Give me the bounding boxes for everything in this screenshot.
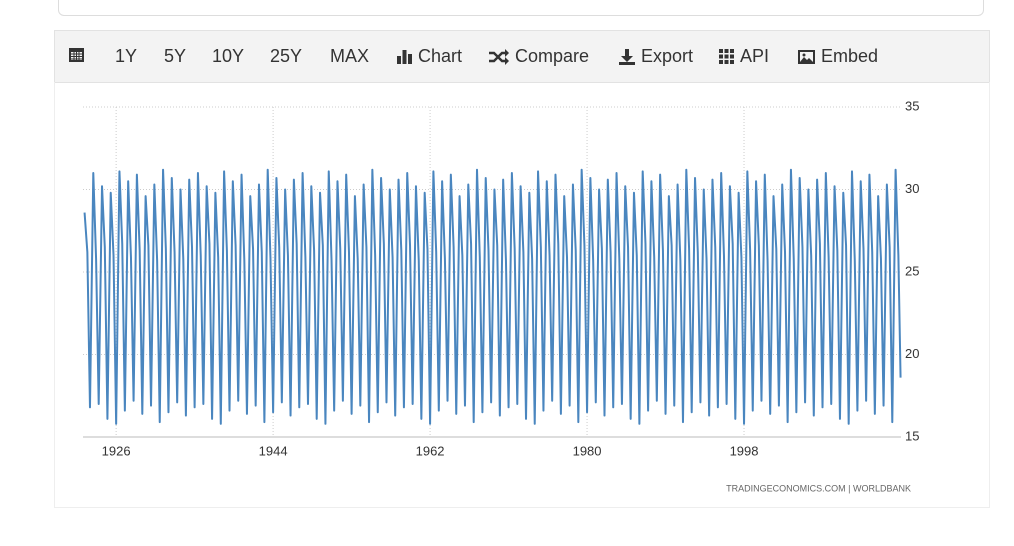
- range-button[interactable]: 1Y: [115, 46, 138, 66]
- chart-button[interactable]: Chart: [396, 46, 462, 67]
- chart-panel: TRADINGECONOMICS.COM | WORLDBANK 15 20 25 3…: [54, 82, 990, 508]
- button-label: Export: [641, 46, 694, 66]
- embed-button[interactable]: Embed: [797, 46, 878, 67]
- api-icon: [719, 49, 734, 64]
- button-label: Compare: [515, 46, 590, 66]
- range-button[interactable]: 10Y: [212, 46, 245, 66]
- export-icon: [619, 48, 635, 65]
- y-tick-label: 20: [905, 346, 919, 361]
- chart: TRADINGECONOMICS.COM | WORLDBANK 15 20 25 3…: [83, 98, 919, 493]
- button-label: Chart: [418, 46, 463, 66]
- chart-icon: [397, 49, 412, 64]
- x-tick-label: 1962: [416, 443, 445, 458]
- range-button[interactable]: 5Y: [164, 46, 187, 66]
- y-tick-label: 25: [905, 263, 919, 278]
- api-button[interactable]: API: [718, 46, 769, 67]
- embed-icon: [798, 49, 815, 64]
- calendar-button[interactable]: [68, 46, 85, 63]
- toolbar: 1Y 5Y 10Y 25Y MAX Chart Compare Export A…: [54, 30, 990, 83]
- button-label: API: [740, 46, 770, 66]
- button-label: Embed: [821, 46, 879, 66]
- calendar-icon: [69, 48, 84, 62]
- data-line: [83, 168, 902, 425]
- range-button[interactable]: 25Y: [270, 46, 303, 66]
- source-note: TRADINGECONOMICS.COM | WORLDBANK: [726, 483, 911, 493]
- compare-button[interactable]: Compare: [488, 46, 589, 67]
- y-tick-label: 35: [905, 98, 919, 113]
- x-tick-label: 1926: [102, 443, 131, 458]
- x-tick-label: 1980: [573, 443, 602, 458]
- search-box: [58, 0, 984, 16]
- y-tick-label: 15: [905, 428, 919, 443]
- range-button[interactable]: MAX: [330, 46, 370, 66]
- compare-icon: [489, 48, 509, 65]
- y-tick-label: 30: [905, 181, 919, 196]
- export-button[interactable]: Export: [618, 46, 693, 67]
- x-tick-label: 1998: [730, 443, 759, 458]
- x-tick-label: 1944: [259, 443, 288, 458]
